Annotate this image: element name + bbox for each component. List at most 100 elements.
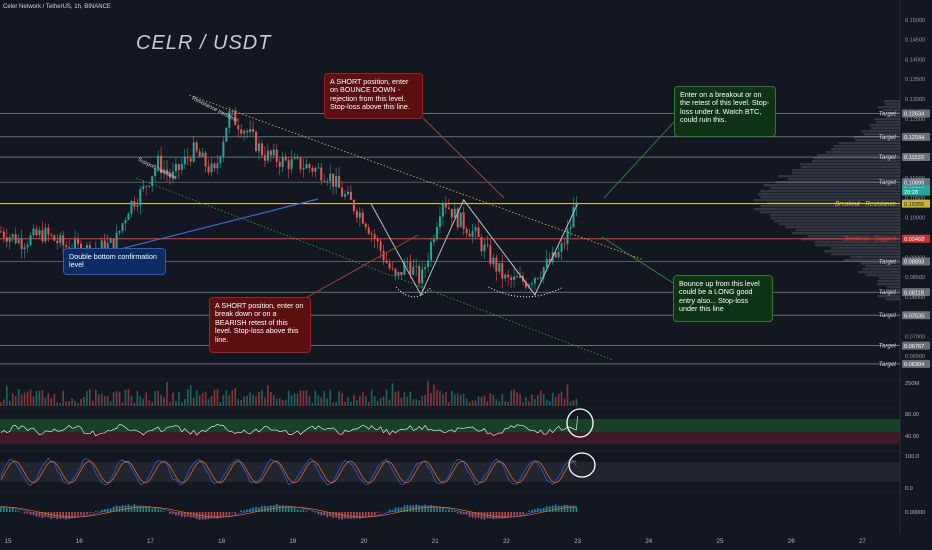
candle-body: [56, 241, 58, 243]
volume-profile-bar: [779, 223, 900, 225]
price-badge: 0.06767: [904, 344, 924, 350]
candle-body: [33, 229, 35, 236]
volume-bar: [407, 397, 409, 406]
candle-body: [77, 239, 79, 243]
volume-bar: [430, 393, 432, 406]
volume-bar: [309, 396, 311, 406]
volume-bar: [395, 392, 397, 406]
macd-axis-label: 0.00000: [905, 510, 925, 516]
volume-bar: [220, 402, 222, 406]
candle-body: [237, 125, 239, 129]
x-tick-label: 21: [432, 538, 439, 545]
candle-body: [489, 245, 491, 264]
macd-bar: [199, 512, 201, 520]
candle-body: [463, 213, 465, 229]
candle-body: [133, 201, 135, 207]
macd-bar: [516, 512, 518, 515]
volume-bar: [472, 400, 474, 406]
level-label: Target: [879, 179, 897, 186]
volume-bar: [101, 394, 103, 406]
volume-bars: [0, 381, 577, 406]
volume-bar: [18, 389, 20, 406]
macd-bar: [481, 512, 483, 519]
macd-bar: [371, 512, 373, 516]
volume-bar: [30, 389, 32, 406]
volume-bar: [187, 389, 189, 406]
volume-bar: [329, 389, 331, 406]
candle-body: [469, 233, 471, 236]
candle-body: [475, 227, 477, 230]
volume-bar: [463, 394, 465, 406]
volume-bar: [300, 390, 302, 406]
x-tick-label: 19: [289, 538, 296, 545]
volume-profile-bar: [877, 280, 900, 282]
candle-body: [44, 228, 46, 242]
volume-bar: [335, 402, 337, 406]
macd-bar: [303, 509, 305, 512]
candle-body: [400, 272, 402, 275]
candle-body: [211, 164, 213, 173]
volume-bar: [383, 396, 385, 406]
volume-bar: [95, 390, 97, 406]
note-double-bottom: Double bottom confirmation level: [63, 248, 166, 275]
candle-body: [148, 186, 150, 187]
y-tick-label: 0.12500: [905, 117, 925, 123]
candle-body: [323, 180, 325, 181]
candle-body: [383, 251, 385, 261]
volume-bar: [540, 391, 542, 406]
candle-body: [436, 227, 438, 239]
macd-bar: [9, 508, 11, 512]
volume-bar: [86, 391, 88, 406]
volume-bar: [231, 390, 233, 406]
candle-body: [222, 142, 224, 157]
macd-bar: [131, 506, 133, 512]
note-short-breakdown: A SHORT position, enter on break down or…: [209, 297, 311, 353]
volume-bar: [371, 390, 373, 406]
candle-body: [181, 164, 183, 170]
macd-bar: [478, 512, 480, 518]
volume-bar: [350, 402, 352, 406]
volume-bar: [404, 392, 406, 406]
macd-bar: [62, 512, 64, 518]
macd-bar: [519, 512, 521, 515]
macd-bar: [234, 512, 236, 514]
volume-bar: [166, 382, 168, 406]
macd-bar: [226, 512, 228, 516]
candle-body: [267, 151, 269, 161]
macd-bar: [27, 512, 29, 513]
volume-bar: [234, 388, 236, 406]
candle-body: [460, 213, 462, 228]
candle-body: [332, 174, 334, 187]
candle-body: [225, 128, 227, 142]
y-tick-label: 0.09500: [905, 235, 925, 241]
candle-body: [537, 278, 539, 279]
volume-profile-bar: [754, 208, 900, 210]
volume-bar: [279, 398, 281, 406]
candle-body: [498, 263, 500, 271]
volume-profile-bar: [838, 142, 900, 144]
level-label: Breakout - Resistance: [835, 201, 896, 208]
macd-bar: [457, 512, 459, 513]
volume-bar: [320, 398, 322, 406]
x-tick-label: 26: [788, 538, 795, 545]
volume-bar: [9, 401, 11, 406]
stoch-axis-label: 0.0: [905, 486, 913, 492]
candle-body: [483, 245, 485, 252]
macd-bar: [134, 504, 136, 512]
volume-profile-bar: [770, 214, 900, 216]
volume-bar: [457, 393, 459, 406]
macd-bar: [469, 512, 471, 517]
macd-bar: [122, 505, 124, 512]
candle-body: [187, 157, 189, 159]
volume-bar: [80, 399, 82, 406]
candle-body: [406, 262, 408, 263]
candle-body: [246, 131, 248, 132]
volume-bar: [282, 400, 284, 406]
candle-body: [531, 283, 533, 284]
volume-bar: [59, 403, 61, 406]
candle-body: [6, 237, 8, 241]
candle-body: [314, 168, 316, 172]
macd-bar: [163, 511, 165, 512]
candle-body: [567, 229, 569, 244]
